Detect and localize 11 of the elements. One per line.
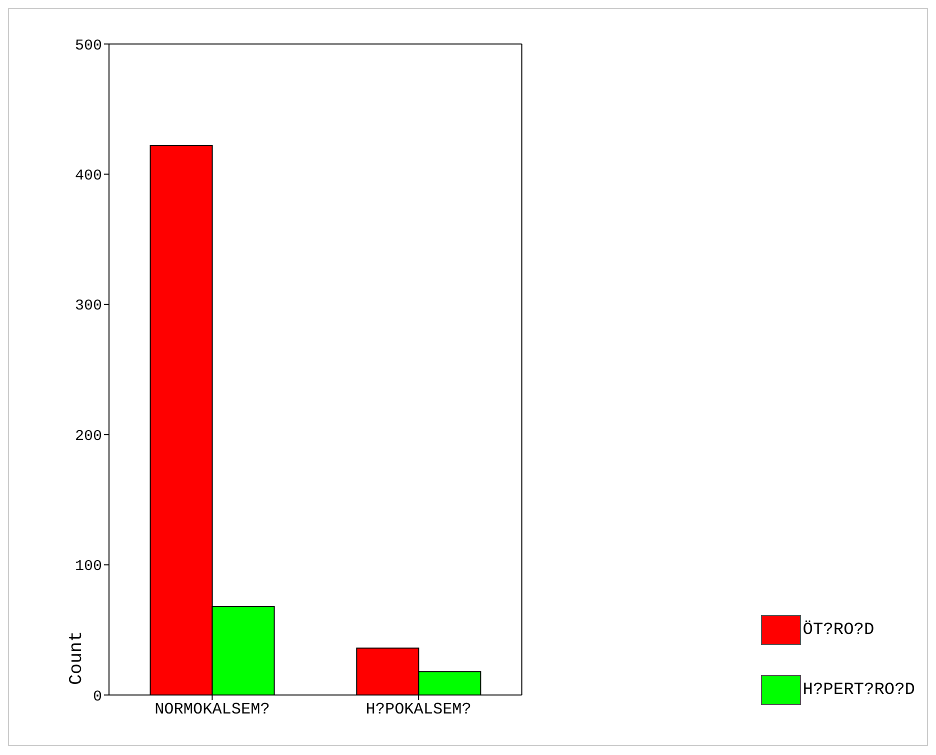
y-tick-label: 0 — [92, 688, 102, 706]
legend-label: ÖT?RO?D — [802, 620, 874, 640]
y-tick-label: 100 — [74, 558, 102, 576]
legend-label: H?PERT?RO?D — [802, 680, 915, 700]
y-tick-label: 200 — [74, 428, 102, 445]
y-tick-label: 300 — [74, 298, 102, 315]
y-tick-label: 500 — [74, 37, 102, 54]
x-tick-label: NORMOKALSEM? — [154, 700, 270, 718]
x-tick-label: H?POKALSEM? — [366, 700, 472, 718]
y-axis-title: Count — [67, 630, 87, 685]
y-tick-label: 400 — [74, 168, 102, 185]
